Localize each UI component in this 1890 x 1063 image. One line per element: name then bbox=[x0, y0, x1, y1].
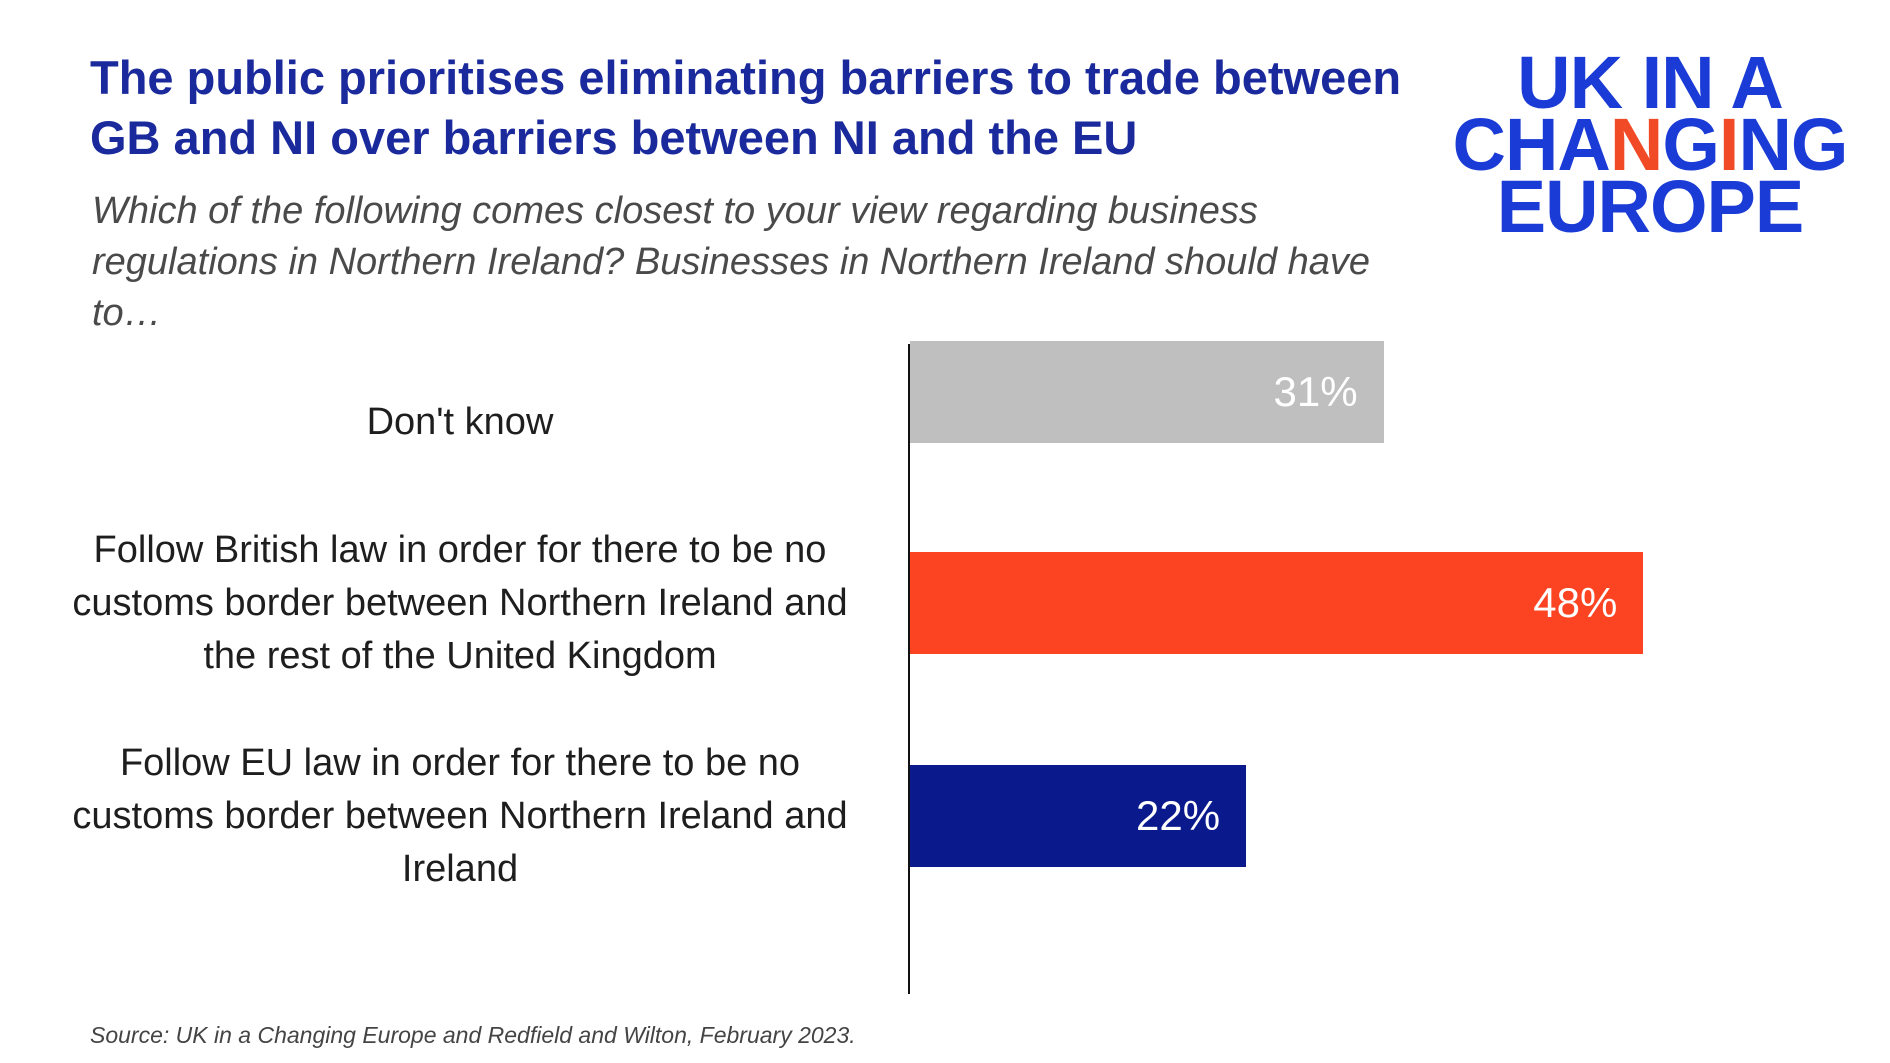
bar: 31% bbox=[910, 341, 1384, 443]
category-axis-line bbox=[908, 344, 910, 994]
category-label: Follow EU law in order for there to be n… bbox=[72, 741, 848, 890]
logo-line-2: CHANGING bbox=[1452, 103, 1849, 186]
brand-logo: UK IN A CHANGING EUROPE bbox=[1440, 41, 1860, 248]
chart-title: The public prioritises eliminating barri… bbox=[90, 51, 1402, 164]
category-label: Don't know bbox=[366, 400, 554, 443]
logo-line-1: UK IN A bbox=[1517, 41, 1784, 124]
data-label: 22% bbox=[1136, 792, 1221, 839]
category-label: Follow British law in order for there to… bbox=[72, 528, 848, 677]
bar: 22% bbox=[910, 765, 1247, 867]
bar: 48% bbox=[910, 552, 1644, 654]
chart-subtitle: Which of the following comes closest to … bbox=[92, 190, 1370, 334]
data-label: 48% bbox=[1533, 579, 1618, 626]
source-note: Source: UK in a Changing Europe and Redf… bbox=[90, 1022, 856, 1048]
logo-line-3: EUROPE bbox=[1496, 165, 1805, 248]
data-label: 31% bbox=[1273, 368, 1358, 415]
bar-chart: Don't know 31% Follow British law in order… bbox=[0, 330, 1890, 994]
